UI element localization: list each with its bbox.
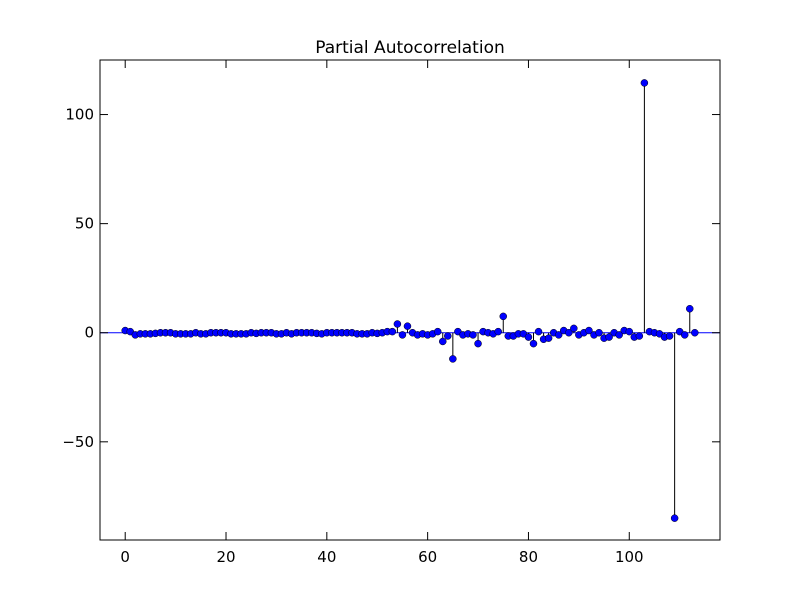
data-point [544, 334, 553, 342]
x-tick-label: 40 [317, 548, 336, 566]
data-point [433, 327, 442, 336]
data-point [680, 331, 689, 339]
data-point [398, 331, 407, 339]
chart-title: Partial Autocorrelation [315, 38, 505, 58]
data-point [595, 328, 603, 337]
data-point [444, 332, 452, 340]
y-tick-label: 100 [65, 106, 94, 124]
plot-area: 0 20 40 60 80 100 −50 0 50 100 [62, 59, 721, 566]
y-tick-label: 50 [75, 215, 94, 233]
data-point [469, 331, 477, 339]
data-point [615, 331, 623, 339]
x-tick-label: 80 [519, 548, 538, 566]
data-point [393, 320, 402, 328]
data-point [534, 327, 543, 336]
data-point [529, 339, 538, 348]
data-point [670, 514, 679, 522]
y-tick-label: 0 [84, 324, 94, 342]
data-point [388, 327, 397, 336]
data-point [585, 326, 593, 335]
data-point [605, 333, 613, 341]
data-point [635, 332, 644, 340]
data-point [499, 312, 508, 321]
y-tick-label: −50 [62, 433, 94, 451]
x-tick-label: 60 [418, 548, 437, 566]
data-point [625, 327, 634, 336]
data-point [403, 322, 412, 330]
data-point [665, 332, 674, 340]
data-point [449, 355, 457, 363]
axes-frame [99, 59, 721, 541]
data-point [474, 339, 482, 348]
data-point [524, 333, 533, 341]
data-point [565, 328, 573, 337]
data-point [570, 324, 578, 333]
data-point [686, 304, 694, 313]
x-tick-label: 20 [216, 548, 235, 566]
data-point [554, 331, 563, 339]
x-tick-label: 100 [615, 548, 644, 566]
data-point [691, 328, 699, 337]
data-point [640, 79, 649, 87]
x-tick-label: 0 [120, 548, 130, 566]
data-point [494, 327, 502, 336]
data-point [439, 337, 447, 346]
